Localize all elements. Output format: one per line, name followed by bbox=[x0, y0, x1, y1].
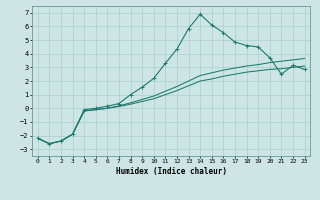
X-axis label: Humidex (Indice chaleur): Humidex (Indice chaleur) bbox=[116, 167, 227, 176]
